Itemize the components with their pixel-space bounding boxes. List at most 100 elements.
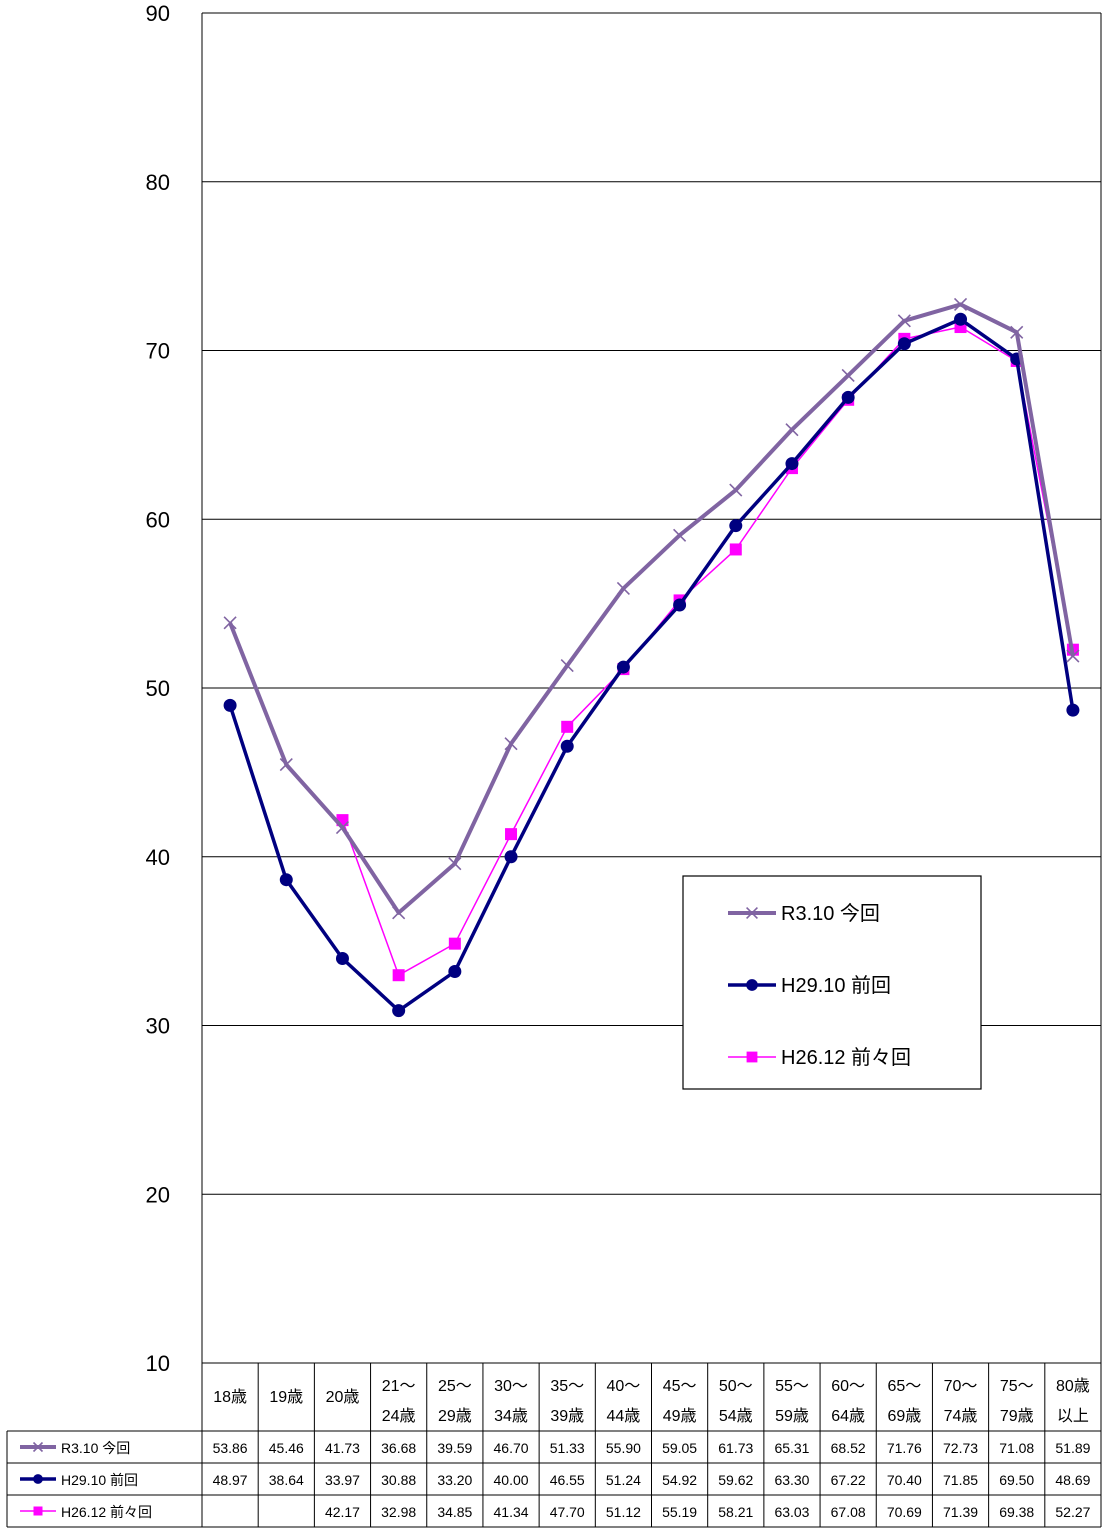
data-point (504, 850, 518, 864)
table-value: 58.21 (718, 1504, 753, 1520)
table-value: 55.19 (662, 1504, 697, 1520)
data-point (954, 312, 968, 326)
y-tick-label: 60 (146, 507, 170, 532)
data-point (673, 598, 687, 612)
series-0 (223, 297, 1080, 920)
y-tick-label: 40 (146, 845, 170, 870)
category-label: 19歳 (269, 1388, 303, 1406)
table-value: 30.88 (381, 1472, 416, 1488)
category-label: 30～ (494, 1378, 528, 1395)
table-value: 41.73 (325, 1440, 360, 1456)
legend-label: H26.12 前々回 (781, 1046, 911, 1069)
series-line (228, 302, 1075, 915)
data-point (897, 314, 911, 328)
table-value: 39.59 (437, 1440, 472, 1456)
data-point (560, 739, 574, 753)
table-value: 70.69 (887, 1504, 922, 1520)
category-label: 75～ (1000, 1378, 1034, 1395)
table-value: 65.31 (774, 1440, 809, 1456)
table-value: 69.38 (999, 1504, 1034, 1520)
data-point (841, 390, 855, 404)
data-point (223, 616, 237, 630)
category-label: 60～ (831, 1378, 865, 1395)
data-point (616, 581, 630, 596)
table-series-name: H26.12 前々回 (61, 1504, 152, 1520)
table-value: 45.46 (269, 1440, 304, 1456)
category-label: 70～ (944, 1378, 978, 1395)
table-value: 59.62 (718, 1472, 753, 1488)
category-label: 34歳 (494, 1407, 528, 1425)
table-value: 59.05 (662, 1440, 697, 1456)
data-point (279, 758, 293, 772)
data-point (673, 528, 687, 542)
table-value: 63.03 (774, 1504, 809, 1520)
table-value: 33.97 (325, 1472, 360, 1488)
table-value: 46.70 (494, 1440, 529, 1456)
table-value: 47.70 (550, 1504, 585, 1520)
table-value: 71.85 (943, 1472, 978, 1488)
category-label: 44歳 (607, 1407, 641, 1425)
data-point (953, 297, 968, 311)
y-tick-label: 70 (146, 339, 170, 364)
data-point (1066, 703, 1080, 717)
category-label: 80歳 (1056, 1377, 1090, 1395)
legend-label: R3.10 今回 (781, 902, 880, 925)
table-value: 61.73 (718, 1440, 753, 1456)
category-label: 54歳 (719, 1407, 753, 1425)
table-value: 36.68 (381, 1440, 416, 1456)
y-tick-label: 10 (146, 1351, 170, 1376)
category-label: 40～ (607, 1378, 641, 1395)
category-label: 29歳 (438, 1407, 472, 1425)
legend-marker (746, 907, 758, 919)
data-point (560, 658, 574, 673)
category-label: 50～ (719, 1378, 753, 1395)
category-label: 64歳 (831, 1407, 865, 1425)
data-point (785, 423, 799, 437)
y-tick-label: 20 (146, 1182, 170, 1207)
data-point (729, 543, 742, 556)
table-value: 41.34 (494, 1504, 529, 1520)
table-value: 72.73 (943, 1440, 978, 1456)
table-value: 68.52 (831, 1440, 866, 1456)
table-value: 55.90 (606, 1440, 641, 1456)
category-label: 49歳 (663, 1407, 697, 1425)
gridlines (201, 12, 1102, 1363)
table-series-name: R3.10 今回 (61, 1440, 130, 1456)
table-value: 70.40 (887, 1472, 922, 1488)
table-value: 51.12 (606, 1504, 641, 1520)
y-tick-label: 30 (146, 1014, 170, 1039)
data-point (561, 720, 574, 733)
y-tick-label: 80 (146, 170, 170, 195)
table-value: 54.92 (662, 1472, 697, 1488)
data-point (504, 737, 518, 751)
category-label: 35～ (550, 1378, 584, 1395)
data-point (897, 337, 911, 351)
table-value: 67.22 (831, 1472, 866, 1488)
table-value: 46.55 (550, 1472, 585, 1488)
table-value: 71.76 (887, 1440, 922, 1456)
table-value: 71.39 (943, 1504, 978, 1520)
table-value: 71.08 (999, 1440, 1034, 1456)
category-label: 55～ (775, 1378, 809, 1395)
table-value: 51.89 (1055, 1440, 1090, 1456)
data-point (1066, 649, 1080, 663)
data-point (729, 519, 743, 533)
y-tick-label: 90 (146, 1, 170, 26)
data-point (505, 828, 518, 841)
category-label: 以上 (1057, 1407, 1089, 1425)
data-point (1010, 325, 1024, 339)
category-label: 18歳 (213, 1388, 247, 1406)
table-value: 52.27 (1055, 1504, 1090, 1520)
data-point (392, 1004, 406, 1018)
table-value: 40.00 (494, 1472, 529, 1488)
data-point (392, 969, 405, 982)
category-label: 24歳 (382, 1407, 416, 1425)
category-label: 20歳 (326, 1388, 360, 1406)
series-line (341, 326, 1074, 976)
data-point (448, 965, 462, 978)
table-value: 33.20 (437, 1472, 472, 1488)
data-table: 18歳 19歳 20歳 21～ 24歳 25～ 29歳 30～ 34歳 35～ 39歳 40～ 44歳 4… (6, 1362, 1102, 1528)
table-value: 34.85 (437, 1504, 472, 1520)
data-point (279, 873, 293, 887)
